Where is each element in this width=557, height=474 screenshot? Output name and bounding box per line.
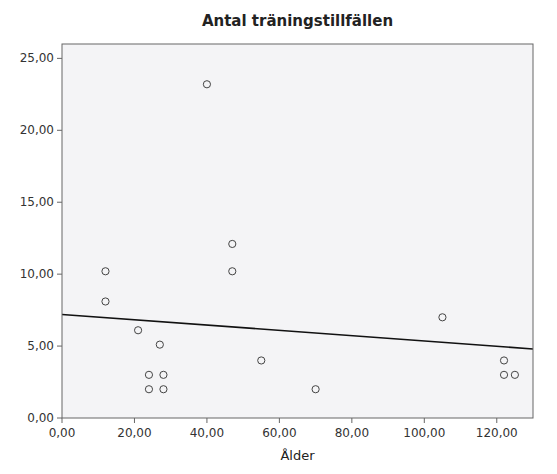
y-tick-label: 20,00 [20, 123, 54, 137]
y-tick [57, 274, 62, 275]
x-tick [351, 418, 352, 423]
x-tick-label: 40,00 [190, 426, 224, 440]
x-axis-label: Ålder [280, 448, 315, 463]
x-tick-label: 120,00 [476, 426, 518, 440]
scatter-point [500, 357, 507, 364]
x-tick-label: 100,00 [403, 426, 445, 440]
x-tick-label: 20,00 [117, 426, 151, 440]
scatter-point [145, 371, 152, 378]
y-tick-label: 0,00 [27, 411, 54, 425]
scatter-point [511, 371, 518, 378]
y-tick [57, 58, 62, 59]
x-axis: 0,00 20,00 40,00 60,00 80,00 100,00 120,00 [49, 418, 518, 440]
trend-line [62, 314, 533, 349]
x-tick [134, 418, 135, 423]
scatter-point [160, 371, 167, 378]
data [62, 81, 533, 393]
scatter-point [145, 386, 152, 393]
scatter-point [203, 81, 210, 88]
plot-frame [62, 44, 533, 418]
scatter-point [102, 298, 109, 305]
y-tick [57, 346, 62, 347]
scatter-point [500, 371, 507, 378]
y-tick-label: 5,00 [27, 339, 54, 353]
scatter-point [102, 268, 109, 275]
x-tick [279, 418, 280, 423]
x-tick [424, 418, 425, 423]
scatter-point [439, 314, 446, 321]
y-axis: 0,00 5,00 10,00 15,00 20,00 25,00 [20, 51, 62, 425]
scatter-point [258, 357, 265, 364]
y-tick [57, 130, 62, 131]
y-tick [57, 418, 62, 419]
chart: 0,0020,0040,0060,0080,00100,00120,000,00… [0, 0, 557, 474]
y-tick-label: 25,00 [20, 51, 54, 65]
y-tick [57, 202, 62, 203]
x-tick [496, 418, 497, 423]
x-tick-label: 80,00 [335, 426, 369, 440]
scatter-point [156, 341, 163, 348]
title: Antal träningstillfällen [202, 12, 393, 30]
scatter-point [229, 268, 236, 275]
y-tick-label: 10,00 [20, 267, 54, 281]
x-tick [206, 418, 207, 423]
x-tick [62, 418, 63, 423]
plot-area [62, 44, 533, 418]
x-tick-label: 0,00 [49, 426, 76, 440]
y-tick-label: 15,00 [20, 195, 54, 209]
scatter-point [229, 240, 236, 247]
x-tick-label: 60,00 [262, 426, 296, 440]
scatter-point [134, 327, 141, 334]
scatter-point [312, 386, 319, 393]
scatter-point [160, 386, 167, 393]
